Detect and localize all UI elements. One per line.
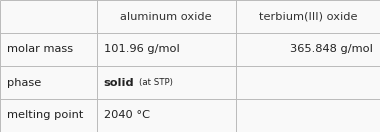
Text: 365.848 g/mol: 365.848 g/mol [290, 44, 373, 55]
Text: 2040 °C: 2040 °C [104, 110, 150, 121]
Text: phase: phase [7, 77, 41, 88]
Text: terbium(III) oxide: terbium(III) oxide [258, 11, 357, 22]
Text: molar mass: molar mass [7, 44, 73, 55]
Text: melting point: melting point [7, 110, 83, 121]
Text: solid: solid [104, 77, 135, 88]
Text: aluminum oxide: aluminum oxide [120, 11, 212, 22]
Text: (at STP): (at STP) [139, 78, 173, 87]
Text: 101.96 g/mol: 101.96 g/mol [104, 44, 179, 55]
